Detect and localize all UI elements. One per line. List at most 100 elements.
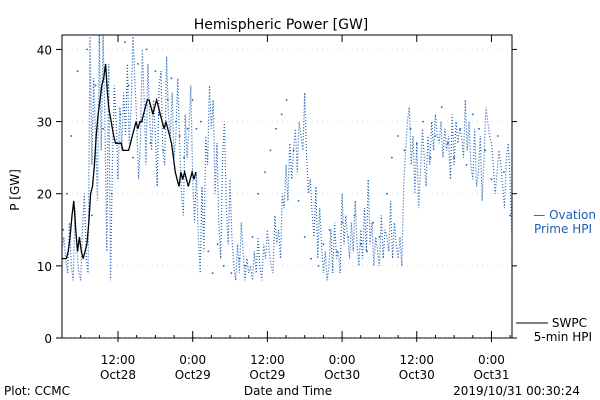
ovation-point <box>353 214 356 217</box>
ovation-point <box>280 113 283 116</box>
ovation-point <box>207 250 210 253</box>
ovation-point <box>166 99 169 101</box>
ovation-point <box>170 77 173 80</box>
ovation-point <box>195 127 198 130</box>
ovation-point <box>76 70 79 72</box>
ovation-point <box>127 84 130 87</box>
legend-ovation-line1: — Ovation <box>533 208 596 222</box>
ovation-point <box>465 164 468 166</box>
x-axis-label: Date and Time <box>244 384 332 398</box>
ovation-point <box>503 171 505 174</box>
ovation-point <box>378 236 381 238</box>
chart-title: Hemispheric Power [GW] <box>194 17 369 33</box>
ovation-point <box>386 192 388 195</box>
ovation-point <box>303 236 306 238</box>
ovation-point <box>149 142 152 145</box>
ovation-point <box>137 63 139 65</box>
ovation-point <box>322 243 325 246</box>
x-tick-label-time: 0:00 <box>179 353 206 367</box>
ovation-point <box>145 48 148 51</box>
x-tick-label-date: Oct30 <box>399 368 435 382</box>
ovation-point <box>285 99 288 101</box>
ovation-point <box>183 156 185 159</box>
ovation-point <box>366 250 368 253</box>
ovation-point <box>269 149 272 152</box>
y-axis-label: P [GW] <box>8 169 22 211</box>
series-swpc-5min-hpi <box>62 63 197 260</box>
ovation-point <box>496 135 499 137</box>
ovation-point <box>162 149 165 152</box>
ovation-point <box>98 41 101 44</box>
ovation-point <box>509 214 511 217</box>
ovation-point <box>211 272 214 274</box>
ovation-point <box>178 135 181 137</box>
ovation-point <box>62 228 65 231</box>
x-tick-label-time: 0:00 <box>478 353 505 367</box>
ovation-point <box>359 243 362 246</box>
ovation-point <box>110 192 113 195</box>
ovation-point <box>459 127 462 130</box>
ovation-point <box>347 236 350 238</box>
timestamp: 2019/10/31 00:30:24 <box>453 384 580 398</box>
x-tick-label-time: 12:00 <box>101 353 136 367</box>
x-tick-label-date: Oct29 <box>175 368 211 382</box>
ovation-point <box>341 221 343 224</box>
legend-swpc-line1: SWPC <box>552 316 587 330</box>
ovation-point <box>264 171 266 174</box>
ovation-point <box>478 127 480 130</box>
ovation-point <box>471 113 474 116</box>
ovation-point <box>216 243 219 246</box>
ovation-point <box>119 113 122 116</box>
x-tick-label-date: Oct31 <box>473 368 509 382</box>
y-tick-label: 30 <box>37 116 52 130</box>
ovation-point <box>391 156 393 159</box>
x-tick-label-date: Oct29 <box>249 368 285 382</box>
x-tick-label-time: 0:00 <box>329 353 356 367</box>
ovation-point <box>244 265 246 267</box>
ovation-point <box>447 142 449 145</box>
ovation-point <box>102 127 104 130</box>
ovation-point <box>251 236 254 238</box>
ovation-point <box>409 127 412 130</box>
y-tick-label: 10 <box>37 260 52 274</box>
plot-area: 01020304012:00Oct280:00Oct2912:00Oct290:… <box>37 34 517 382</box>
ovation-point <box>292 149 295 152</box>
y-tick-label: 40 <box>37 43 52 57</box>
ovation-point <box>91 214 93 217</box>
y-tick-label: 0 <box>44 332 52 346</box>
ovation-point <box>70 135 73 137</box>
ovation-point <box>191 99 194 101</box>
ovation-point <box>310 257 312 260</box>
plot-credit: Plot: CCMC <box>4 384 70 398</box>
ovation-point <box>453 156 455 159</box>
ovation-point <box>440 106 443 108</box>
ovation-point <box>199 120 202 123</box>
ovation-point <box>434 135 437 137</box>
ovation-point <box>275 127 277 130</box>
ovation-point <box>297 200 300 202</box>
y-tick-label: 20 <box>37 188 52 202</box>
x-tick-label-date: Oct28 <box>100 368 136 382</box>
ovation-point <box>66 192 68 195</box>
ovation-point <box>154 70 157 72</box>
ovation-point <box>94 84 97 87</box>
ovation-point <box>490 178 493 181</box>
ovation-point <box>317 265 320 267</box>
x-tick-label-time: 12:00 <box>399 353 434 367</box>
ovation-point <box>124 41 126 44</box>
ovation-point <box>175 120 177 123</box>
ovation-point <box>429 156 432 159</box>
ovation-point <box>422 120 424 123</box>
ovation-point <box>81 35 84 36</box>
legend-swpc-line2: 5-min HPI <box>534 330 592 344</box>
ovation-point <box>238 257 241 260</box>
ovation-point <box>257 192 259 195</box>
legend-ovation-line2: Prime HPI <box>534 222 592 236</box>
ovation-point <box>397 135 399 137</box>
ovation-point <box>186 127 189 130</box>
ovation-point <box>403 149 406 152</box>
ovation-point <box>86 48 88 51</box>
ovation-point <box>372 221 375 224</box>
ovation-point <box>415 142 418 145</box>
